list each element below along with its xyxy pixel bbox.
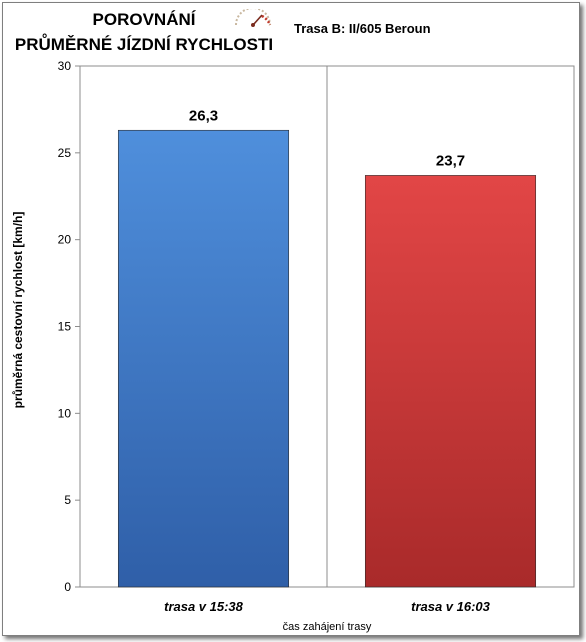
y-tick-label: 30 bbox=[58, 59, 72, 73]
y-tick-label: 15 bbox=[58, 320, 72, 334]
y-tick-label: 0 bbox=[64, 580, 71, 594]
chart-title-line2: PRŮMĚRNÉ JÍZDNÍ RYCHLOSTI bbox=[14, 35, 274, 54]
x-axis-label: čas zahájení trasy bbox=[282, 621, 372, 633]
data-label-2: 23,7 bbox=[436, 152, 465, 169]
y-tick-label: 10 bbox=[58, 406, 72, 420]
axes bbox=[75, 65, 575, 588]
category-label-1: trasa v 15:38 bbox=[164, 599, 244, 614]
route-label: Trasa B: II/605 Beroun bbox=[294, 21, 431, 36]
data-label-1: 26,3 bbox=[189, 107, 218, 124]
bar-2 bbox=[364, 175, 537, 588]
speedometer-icon bbox=[235, 9, 272, 27]
y-tick-label: 20 bbox=[58, 233, 72, 247]
chart-title: POROVNÁNÍ bbox=[92, 10, 196, 29]
labels: 0 5 10 15 20 25 30 26,3 trasa v 15:38 23,7 trasa v… bbox=[58, 59, 491, 614]
category-label-2: trasa v 16:03 bbox=[411, 599, 491, 614]
bar-1 bbox=[117, 129, 290, 588]
y-axis-label-box: průměrná cestovní rychlost [km/h] bbox=[10, 190, 26, 430]
bars bbox=[117, 129, 537, 588]
y-axis-label: průměrná cestovní rychlost [km/h] bbox=[11, 211, 25, 409]
y-tick-label: 5 bbox=[64, 493, 71, 507]
y-tick-label: 25 bbox=[58, 146, 72, 160]
